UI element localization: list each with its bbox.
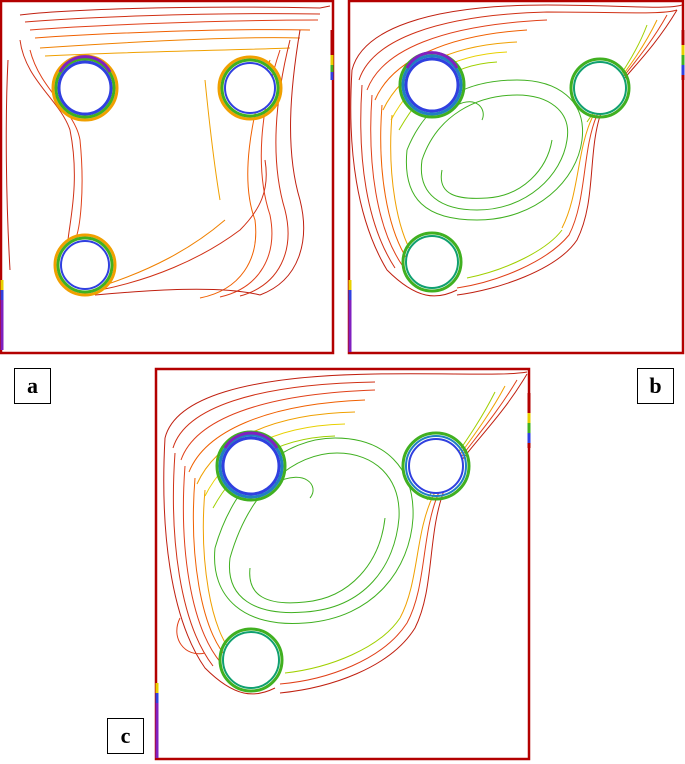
cylinder-a-top-left — [51, 54, 119, 122]
contour-plot-b — [347, 0, 685, 355]
panel-label-c: c — [107, 718, 144, 754]
panel-label-a: a — [14, 368, 51, 404]
panel-label-b: b — [637, 368, 674, 404]
cylinder-a-top-right — [217, 55, 283, 121]
cylinder-b-top-left — [398, 51, 466, 119]
cylinder-a-bottom-left — [53, 233, 117, 297]
cylinder-c-top-right — [401, 431, 471, 501]
contour-plot-c — [154, 367, 531, 761]
domain-frame — [347, 0, 685, 355]
cylinder-c-top-left — [215, 430, 287, 502]
cylinder-c-bottom-left — [218, 627, 284, 693]
panel-c — [154, 367, 533, 762]
cylinder-b-bottom-left — [401, 231, 463, 293]
contour-plot-a — [0, 0, 335, 355]
domain-frame — [154, 367, 531, 761]
cylinder-b-top-right — [569, 57, 631, 119]
panel-a — [0, 0, 336, 357]
domain-frame — [0, 0, 335, 355]
panel-b — [347, 0, 685, 357]
